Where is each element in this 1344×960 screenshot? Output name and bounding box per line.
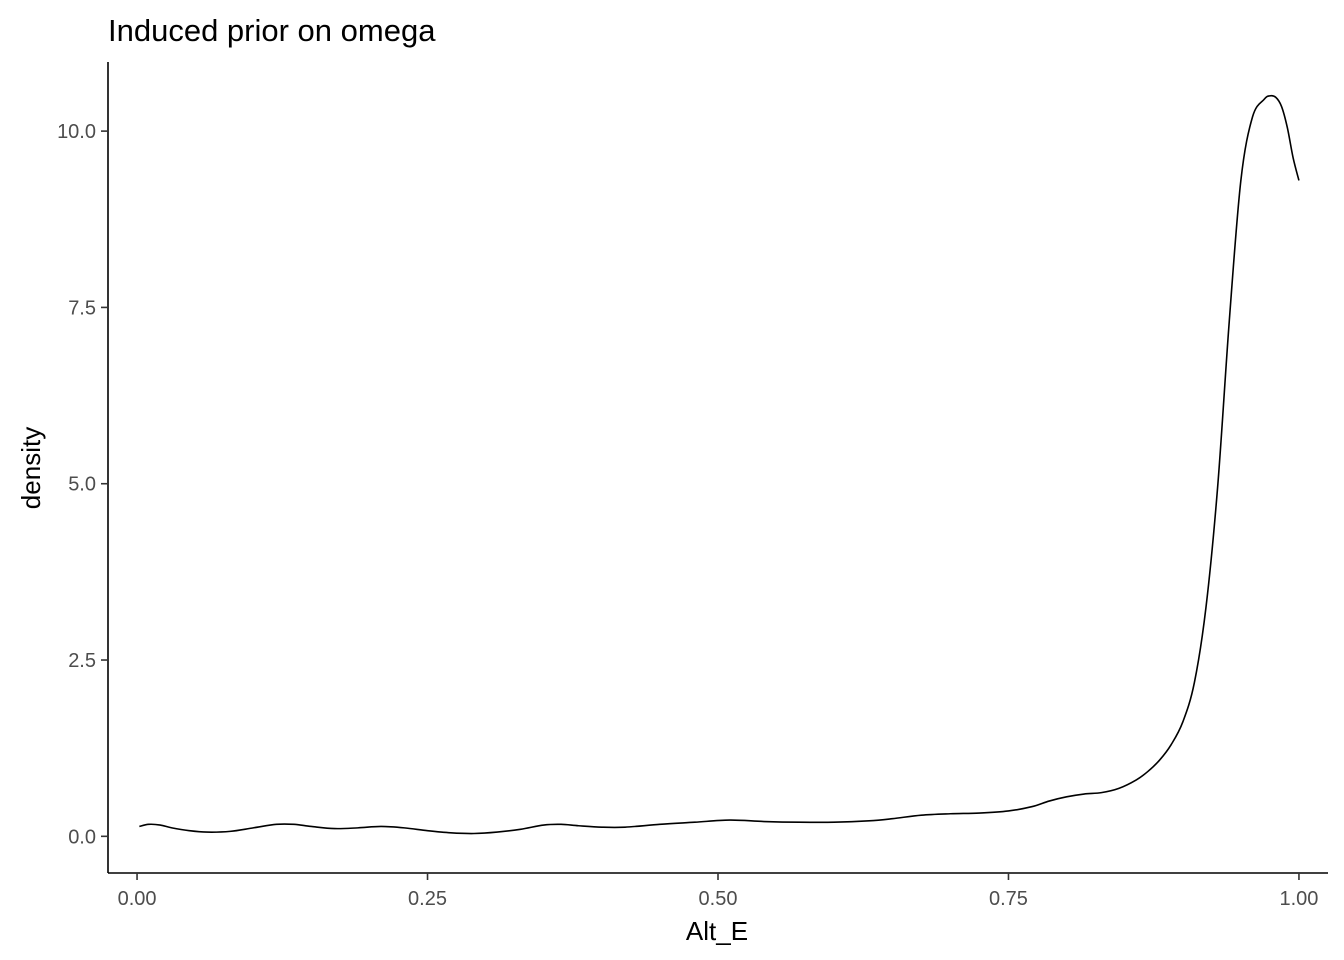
x-tick-label: 0.00 [118,888,157,910]
x-tick-label: 1.00 [1279,888,1318,910]
y-tick-label: 5.0 [68,474,96,496]
plot-series [139,94,1300,835]
x-tick-label: 0.50 [699,888,738,910]
y-tick-label: 0.0 [68,826,96,848]
x-axis: 0.00 0.25 0.50 0.75 1.00 [108,872,1328,910]
y-axis: 0.0 2.5 5.0 7.5 10.0 [57,62,109,873]
x-tick-label: 0.25 [408,888,447,910]
y-tick-label: 7.5 [68,297,96,319]
chart-title: Induced prior on omega [108,13,436,48]
y-axis-title: density [16,427,46,509]
x-axis-title: Alt_E [686,916,748,946]
y-tick-label: 2.5 [68,650,96,672]
x-tick-label: 0.75 [989,888,1028,910]
density-line [139,94,1300,835]
y-tick-label: 10.0 [57,121,96,143]
